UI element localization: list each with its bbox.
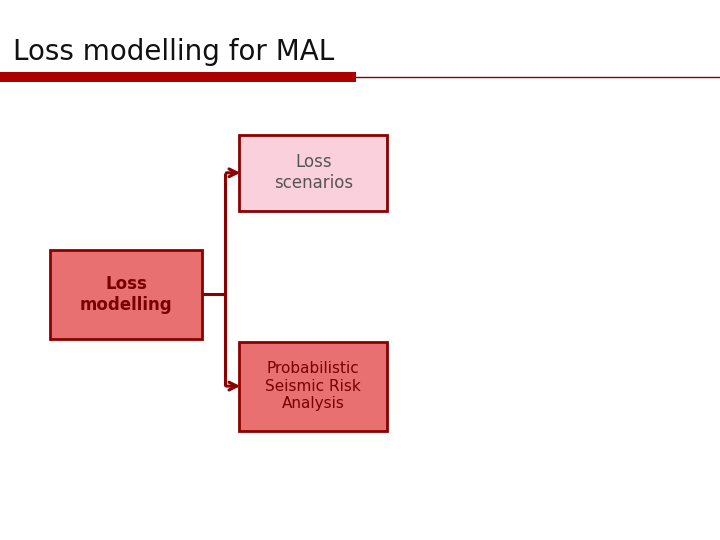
- Text: Loss modelling for MAL: Loss modelling for MAL: [13, 38, 334, 66]
- Text: Loss
modelling: Loss modelling: [80, 275, 172, 314]
- FancyBboxPatch shape: [239, 135, 387, 211]
- FancyBboxPatch shape: [239, 342, 387, 431]
- Text: Loss
scenarios: Loss scenarios: [274, 153, 353, 192]
- FancyBboxPatch shape: [50, 249, 202, 339]
- Text: Probabilistic
Seismic Risk
Analysis: Probabilistic Seismic Risk Analysis: [266, 361, 361, 411]
- Bar: [0, 72, 356, 82]
